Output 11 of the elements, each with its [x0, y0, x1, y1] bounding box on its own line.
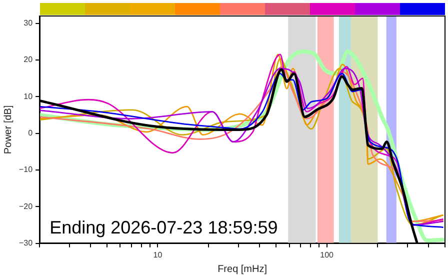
y-tick-label: −10	[18, 165, 34, 174]
y-tick-label: −20	[18, 202, 34, 211]
y-tick-label: 10	[24, 92, 34, 101]
y-axis-title: Power [dB]	[2, 105, 14, 154]
x-axis-title: Freq [mHz]	[218, 264, 268, 275]
y-tick-label: −30	[18, 238, 34, 248]
y-tick-label: 20	[24, 55, 34, 64]
y-tick-label: 0	[28, 128, 34, 138]
annotation: Ending 2026-07-23 18:59:59	[50, 217, 278, 238]
y-tick-label: 30	[24, 18, 34, 28]
x-tick-label: 100	[320, 250, 334, 260]
